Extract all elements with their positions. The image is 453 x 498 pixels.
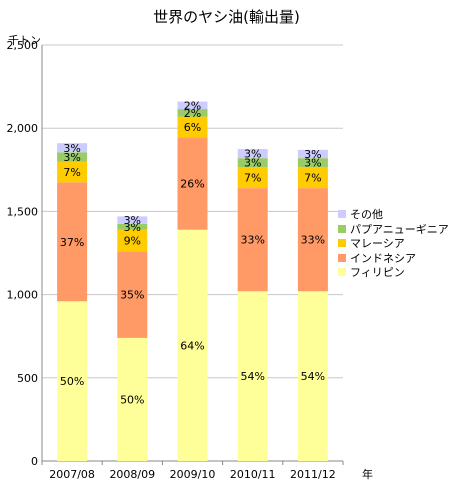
legend-swatch bbox=[338, 210, 346, 219]
data-label: 64% bbox=[180, 339, 204, 352]
x-tick-label: 2009/10 bbox=[170, 468, 216, 481]
legend-item: フィリピン bbox=[338, 265, 449, 280]
data-label: 2% bbox=[184, 107, 201, 120]
data-label: 3% bbox=[63, 151, 80, 164]
data-label: 26% bbox=[180, 178, 204, 191]
bar-segment bbox=[237, 158, 268, 168]
data-label: 2% bbox=[184, 99, 201, 112]
bar-segment bbox=[57, 143, 88, 153]
data-label: 7% bbox=[304, 172, 321, 185]
data-label: 9% bbox=[124, 235, 141, 248]
data-label: 3% bbox=[244, 157, 261, 170]
bar-segment bbox=[297, 291, 328, 461]
y-tick-label: 2,000 bbox=[7, 122, 39, 135]
legend-label: パプアニューギニア bbox=[350, 222, 449, 236]
y-tick-label: 500 bbox=[17, 372, 38, 385]
legend-item: マレーシア bbox=[338, 236, 449, 251]
data-label: 6% bbox=[184, 121, 201, 134]
bar-segment bbox=[57, 152, 88, 162]
bar-segment bbox=[117, 229, 148, 252]
bar-segment bbox=[297, 167, 328, 189]
bar-segment bbox=[57, 161, 88, 183]
data-label: 3% bbox=[244, 148, 261, 161]
y-tick-label: 1,500 bbox=[7, 205, 39, 218]
y-axis-unit-label: 千トン bbox=[8, 34, 41, 47]
legend-item: インドネシア bbox=[338, 251, 449, 266]
bar-segment bbox=[237, 149, 268, 159]
data-label: 33% bbox=[301, 234, 325, 247]
legend: その他 パプアニューギニア マレーシア インドネシア フィリピン bbox=[338, 207, 449, 280]
bar-segment bbox=[177, 101, 208, 110]
x-tick-label: 2011/12 bbox=[290, 468, 336, 481]
data-label: 50% bbox=[120, 393, 144, 406]
bar-segment bbox=[117, 337, 148, 461]
y-tick-label: 2,500 bbox=[7, 39, 39, 52]
data-label: 35% bbox=[120, 289, 144, 302]
legend-label: フィリピン bbox=[350, 266, 405, 280]
x-tick-label: 2007/08 bbox=[49, 468, 95, 481]
legend-item: その他 bbox=[338, 207, 449, 222]
bar-segment bbox=[297, 149, 328, 159]
legend-swatch bbox=[338, 239, 346, 248]
bar-segment bbox=[297, 188, 328, 292]
data-label: 54% bbox=[240, 370, 264, 383]
legend-label: マレーシア bbox=[350, 237, 405, 251]
bar-segment bbox=[117, 251, 148, 338]
bar-segment bbox=[297, 158, 328, 168]
y-tick-label: 1,000 bbox=[7, 289, 39, 302]
bar-segment bbox=[237, 188, 268, 292]
bar-segment bbox=[57, 301, 88, 461]
x-axis-unit-label: 年 bbox=[362, 468, 373, 481]
data-label: 7% bbox=[63, 166, 80, 179]
data-label: 7% bbox=[244, 172, 261, 185]
data-label: 33% bbox=[240, 234, 264, 247]
data-label: 3% bbox=[63, 142, 80, 155]
bar-segment bbox=[117, 223, 148, 230]
data-label: 3% bbox=[124, 214, 141, 227]
bar-segment bbox=[177, 116, 208, 138]
data-label: 3% bbox=[304, 157, 321, 170]
data-label: 54% bbox=[301, 370, 325, 383]
x-tick-label: 2010/11 bbox=[230, 468, 276, 481]
legend-swatch bbox=[338, 253, 346, 262]
legend-swatch bbox=[338, 224, 346, 233]
y-tick-label: 0 bbox=[31, 455, 38, 468]
legend-label: インドネシア bbox=[350, 251, 416, 265]
bar-segment bbox=[57, 182, 88, 302]
legend-item: パプアニューギニア bbox=[338, 222, 449, 237]
bar-segment bbox=[117, 216, 148, 224]
bar-segment bbox=[177, 137, 208, 230]
bar-segment bbox=[177, 229, 208, 461]
data-label: 50% bbox=[60, 375, 84, 388]
chart-title: 世界のヤシ油(輸出量) bbox=[153, 8, 300, 26]
bar-segment bbox=[237, 167, 268, 189]
data-label: 3% bbox=[304, 148, 321, 161]
legend-label: その他 bbox=[350, 208, 383, 222]
data-label: 3% bbox=[124, 221, 141, 234]
data-label: 37% bbox=[60, 236, 84, 249]
legend-swatch bbox=[338, 268, 346, 277]
bar-segment bbox=[237, 291, 268, 461]
x-tick-label: 2008/09 bbox=[109, 468, 155, 481]
bar-segment bbox=[177, 109, 208, 117]
